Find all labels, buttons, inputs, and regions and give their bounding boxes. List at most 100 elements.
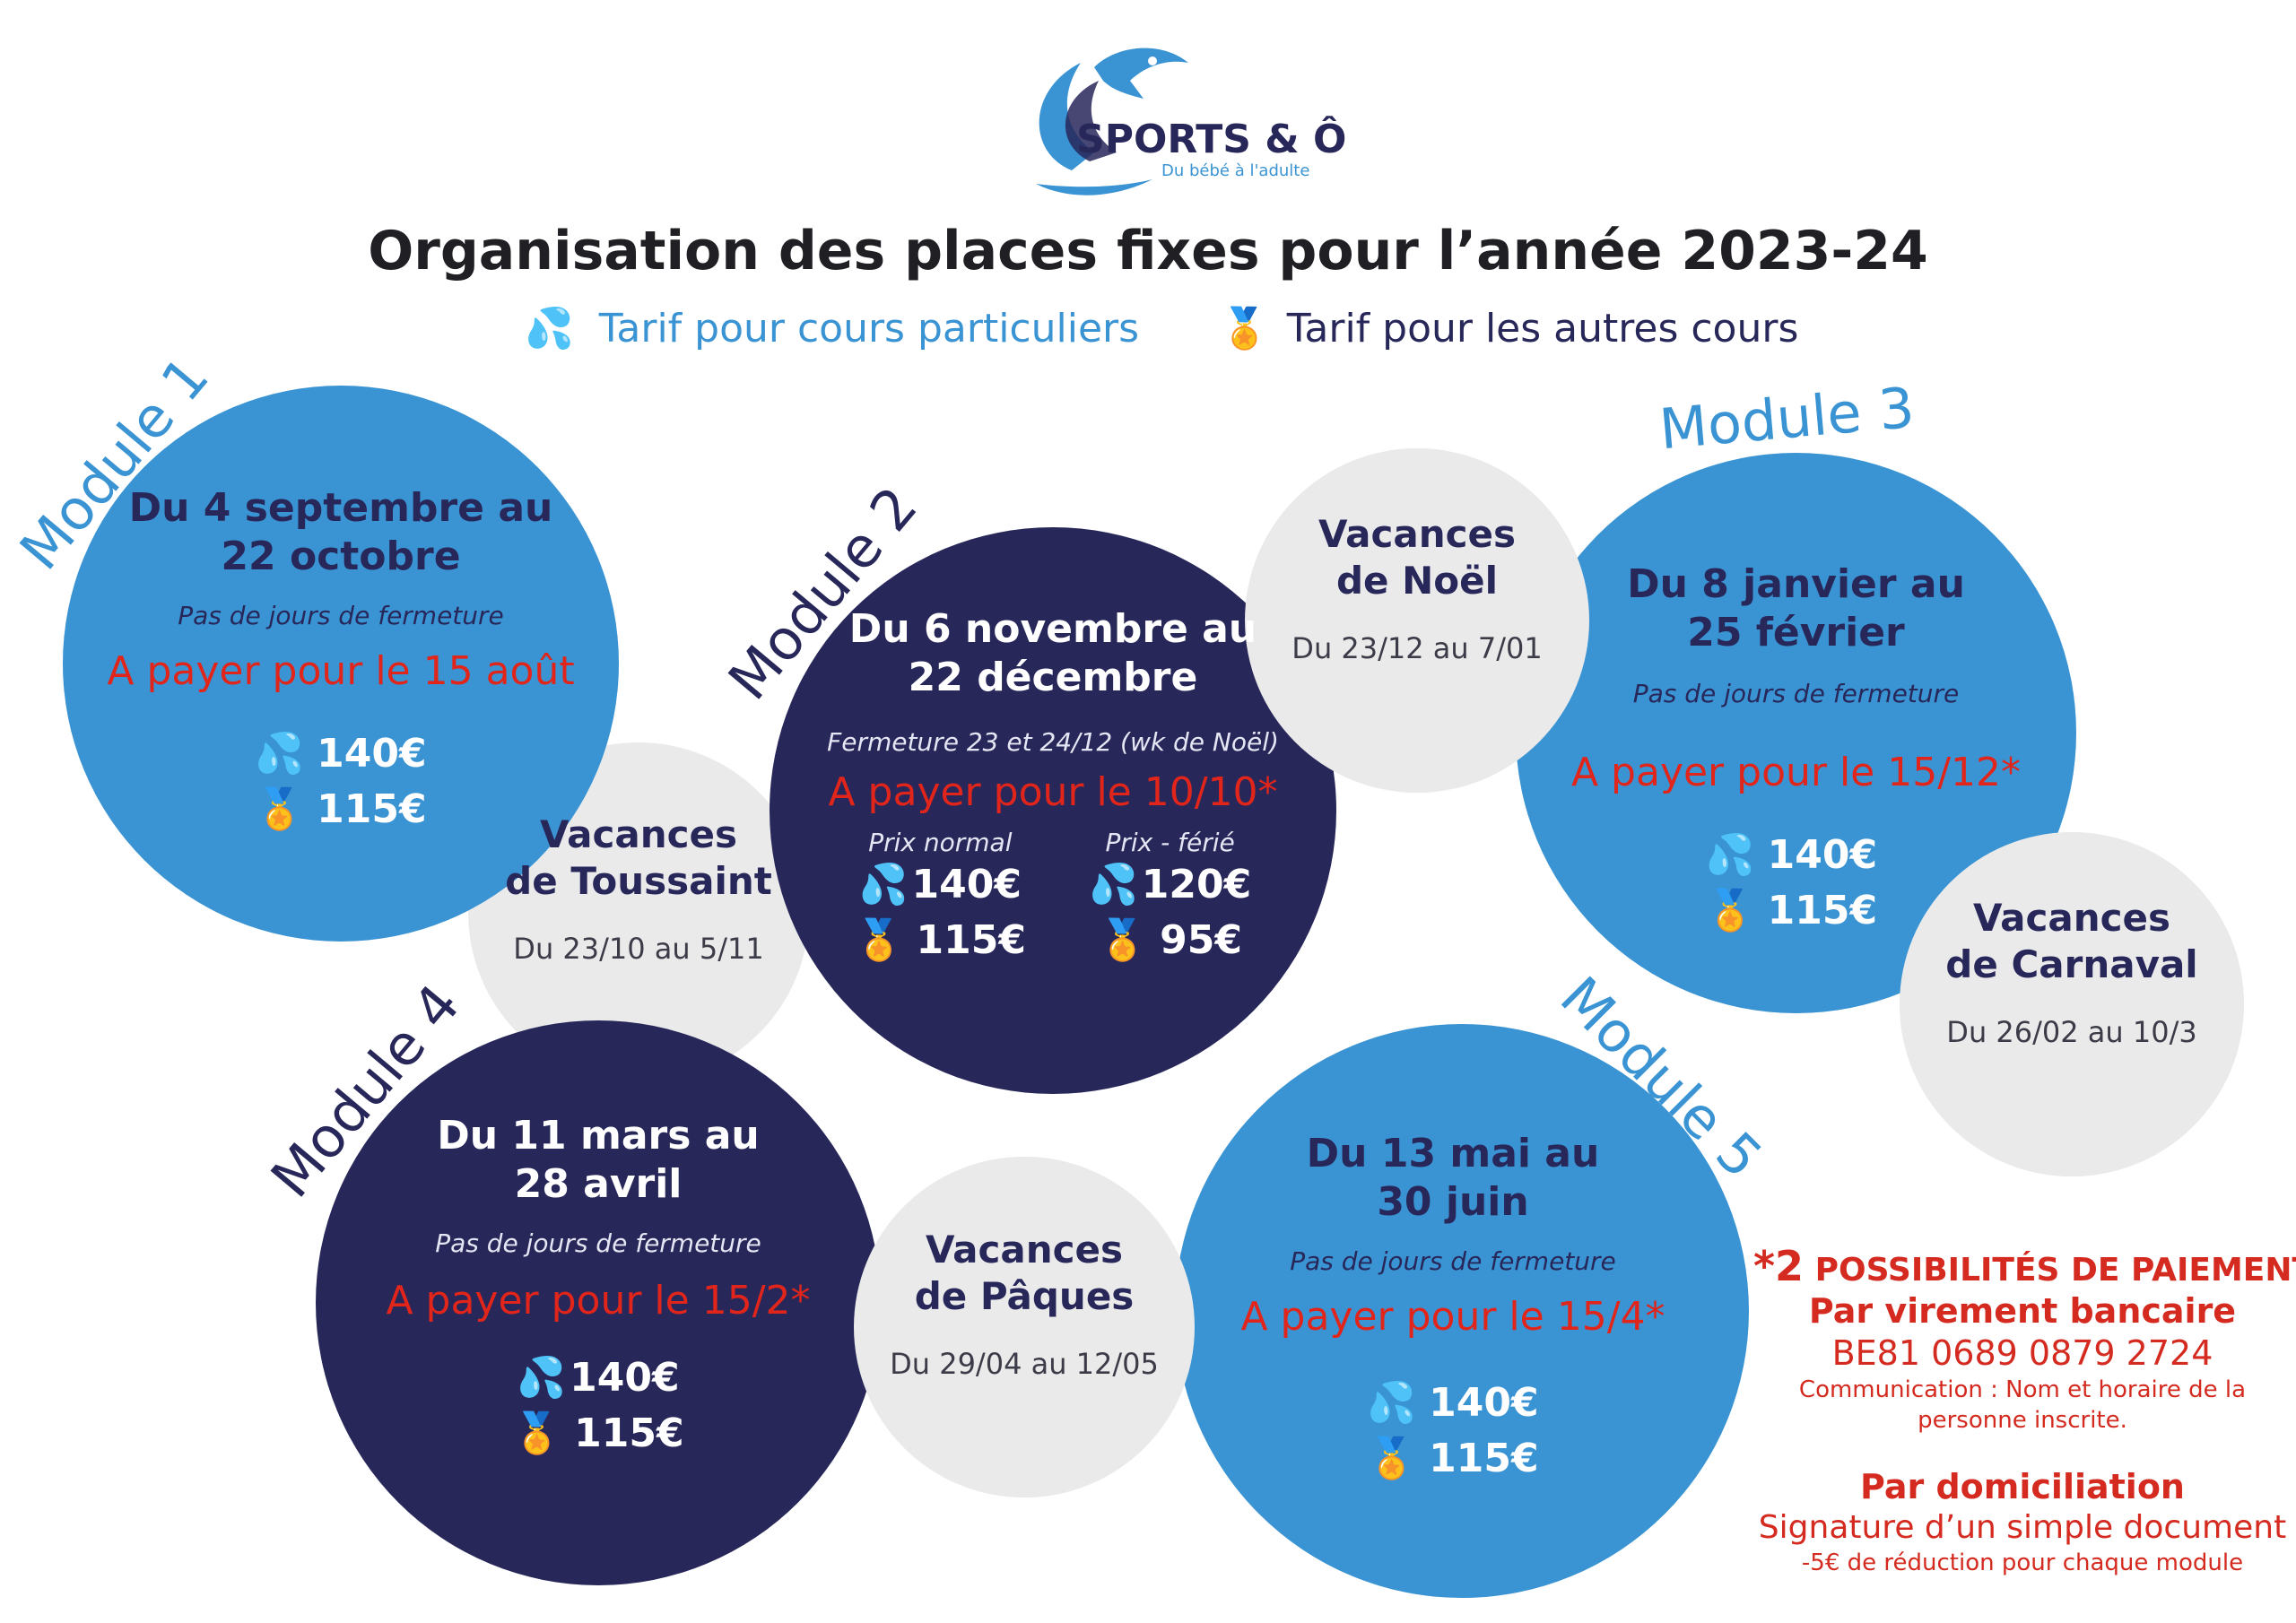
module-4-dates-line2: 28 avril [514,1161,683,1207]
holiday-title-1: Vacances [1972,896,2171,940]
direct-debit-title: Par domiciliation [1860,1467,2185,1506]
module-3-dates-line1: Du 8 janvier au [1627,561,1965,607]
price-value: 140€ [570,1355,680,1401]
holiday-dates: Du 23/12 au 7/01 [1292,631,1543,665]
module-4-closure: Pas de jours de fermeture [435,1228,761,1258]
holiday-dates: Du 29/04 au 12/05 [890,1347,1159,1381]
holiday-title-2: de Carnaval [1945,942,2198,986]
module-5-closure: Pas de jours de fermeture [1290,1246,1616,1276]
module-5-content: Du 13 mai au 30 juin Pas de jours de fer… [1175,1130,1731,1487]
payment-heading-text: POSSIBILITÉS DE PAIEMENT [1814,1252,2296,1289]
module-1-circle [63,386,619,942]
module-4-pay: A payer pour le 15/2* [386,1278,811,1324]
module-5-circle [1175,1024,1749,1598]
holiday-title-1: Vacances [539,812,738,856]
module-2-circle [770,527,1336,1094]
module-2-price-columns: Prix normal 💦140€ 🏅 115€ Prix - férié 💦12… [770,828,1336,968]
brand-tagline: Du bébé à l'adulte [1161,161,1310,180]
legend-private: Tarif pour cours particuliers [598,306,1140,352]
price-value: 115€ [574,1410,684,1456]
module-3-private-price: 💦 140€ [1507,828,2076,883]
holiday-paques-circle-top [854,1157,1195,1497]
module-5-dates-line2: 30 juin [1377,1179,1529,1225]
module-1-other-price: 🏅 115€ [63,782,619,838]
module-5-other-price: 🏅 115€ [1175,1431,1731,1487]
direct-debit-text: Signature d’un simple document [1758,1509,2287,1546]
iban: BE81 0689 0879 2724 [1831,1333,2213,1373]
water-drops-icon: 💦 [517,1355,567,1401]
communication-line1: Communication : Nom et horaire de la [1798,1376,2247,1403]
water-drops-icon: 💦 [1089,862,1138,907]
payment-heading: *2 POSSIBILITÉS DE PAIEMENT [1753,1242,2296,1290]
holiday-toussaint: Vacances de Toussaint Du 23/10 au 5/11 [468,812,809,966]
price-value: 115€ [317,786,427,832]
dolphin-wave-logo-icon [1036,48,1188,195]
module-3-closure: Pas de jours de fermeture [1632,679,1960,708]
price-value: 95€ [1160,917,1242,963]
page-title: Organisation des places fixes pour l’ann… [368,220,1928,282]
medal-icon: 🏅 [1705,888,1755,933]
legend-2: 🏅 Tarif pour les autres cours [1220,305,1798,352]
module-4-private-price: 💦140€ [316,1350,881,1406]
holiday-paques: Vacances de Pâques Du 29/04 au 12/05 [854,1227,1195,1381]
holiday-noel: Vacances de Noël Du 23/12 au 7/01 [1245,511,1589,665]
holiday-title-1: Vacances [925,1228,1124,1271]
module-1-content: Du 4 septembre au 22 octobre Pas de jour… [63,484,619,838]
module-2-holiday-column: Prix - férié 💦120€ 🏅 95€ [1089,828,1251,968]
direct-debit-discount: -5€ de réduction pour chaque module [1801,1549,2244,1576]
module-5-dates-line1: Du 13 mai au [1306,1131,1600,1176]
module-1-dates-line1: Du 4 septembre au [128,485,553,531]
water-drops-icon: 💦 [255,731,305,777]
payment-info: *2 POSSIBILITÉS DE PAIEMENT Par virement… [1753,1242,2296,1577]
price-value: 140€ [317,731,427,777]
holiday-dates: Du 26/02 au 10/3 [1946,1015,2197,1049]
module-2-normal-column: Prix normal 💦140€ 🏅 115€ [855,828,1026,968]
module-2-pay: A payer pour le 10/10* [828,769,1278,815]
module-3-pay: A payer pour le 15/12* [1570,750,2022,795]
module-4-dates-line1: Du 11 mars au [437,1113,760,1159]
medal-icon: 🏅 [1098,917,1148,963]
legend: 💦 Tarif pour cours particuliers [525,305,1139,352]
medal-icon: 🏅 [255,786,305,832]
price-value: 140€ [911,862,1022,907]
module-3-label: Module 3 [1657,374,1918,463]
holiday-noel-circle-top [1245,448,1589,793]
module-3-content: Du 8 janvier au 25 février Pas de jours … [1516,560,2076,939]
holiday-title-1: Vacances [1318,512,1517,556]
normal-private-price: 💦140€ [855,857,1026,913]
module-5-private-price: 💦 140€ [1175,1376,1731,1431]
water-drops-icon: 💦 [525,306,574,352]
price-value: 115€ [1429,1436,1539,1481]
medal-icon: 🏅 [854,917,904,963]
module-2-content: Du 6 novembre au 22 décembre Fermeture 2… [770,605,1336,968]
module-3-other-price: 🏅 115€ [1507,883,2076,939]
module-1-pay: A payer pour le 15 août [107,648,575,694]
normal-price-label: Prix normal [868,828,1013,857]
price-value: 140€ [1429,1380,1539,1426]
module-2-closure: Fermeture 23 et 24/12 (wk de Noël) [827,727,1279,757]
holiday-dates: Du 23/10 au 5/11 [513,932,764,966]
holiday-carnaval: Vacances de Carnaval Du 26/02 au 10/3 [1900,895,2244,1049]
module-2-dates-line2: 22 décembre [908,655,1198,700]
module-1-closure: Pas de jours de fermeture [178,601,504,630]
medal-icon: 🏅 [512,1410,562,1456]
water-drops-icon: 💦 [858,862,909,907]
price-value: 115€ [1767,888,1878,933]
module-4-other-price: 🏅 115€ [316,1406,881,1462]
normal-other-price: 🏅 115€ [855,913,1026,968]
holiday-price-label: Prix - férié [1105,828,1235,857]
medal-icon: 🏅 [1220,306,1269,352]
module-4-content: Du 11 mars au 28 avril Pas de jours de f… [316,1112,881,1462]
module-3-dates-line2: 25 février [1687,610,1905,655]
water-drops-icon: 💦 [1705,832,1755,878]
payment-heading-prefix: *2 [1753,1242,1805,1290]
price-value: 120€ [1141,862,1252,907]
holiday-private-price: 💦120€ [1089,857,1251,913]
holiday-title-2: de Pâques [914,1274,1135,1318]
logo: SPORTS & Ô Du bébé à l'adulte [1009,27,1346,202]
module-1-private-price: 💦 140€ [63,726,619,782]
price-value: 140€ [1767,832,1878,878]
transfer-title: Par virement bancaire [1808,1291,2237,1331]
brand-name: SPORTS & Ô [1076,117,1347,162]
communication-line2: personne inscrite. [1918,1407,2127,1434]
